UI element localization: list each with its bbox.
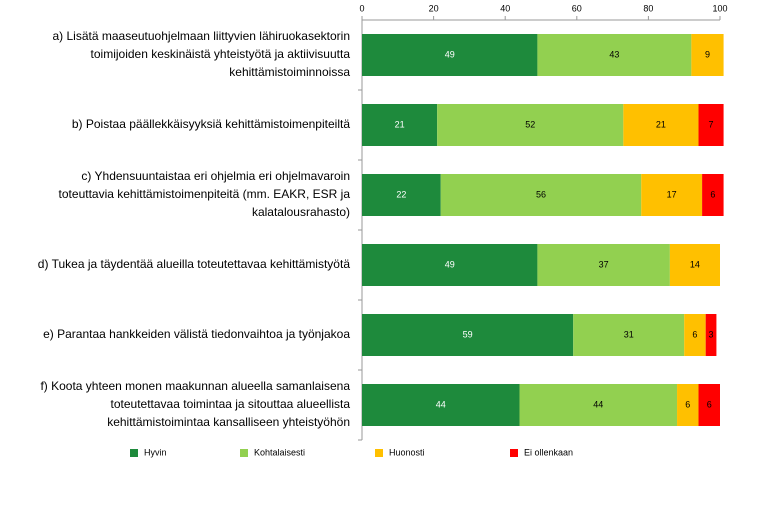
legend-swatch [375, 449, 383, 457]
legend-label: Huonosti [389, 447, 425, 457]
legend-label: Ei ollenkaan [524, 447, 573, 457]
category-label: toteutettavaa toimintaa ja sitouttaa alu… [111, 397, 351, 411]
data-label: 6 [685, 399, 690, 409]
data-label: 43 [609, 49, 619, 59]
data-label: 37 [599, 259, 609, 269]
legend-label: Kohtalaisesti [254, 447, 305, 457]
bar-segment [677, 384, 699, 426]
x-tick-label: 40 [500, 3, 510, 13]
category-label: d) Tukea ja täydentää alueilla toteutett… [38, 257, 351, 271]
x-tick-label: 100 [712, 3, 727, 13]
bar-segment [440, 174, 642, 216]
category-label: kalatalousrahasto) [252, 205, 350, 219]
bar-segment [641, 174, 703, 216]
category-label: kehittämistoiminnoissa [229, 65, 350, 79]
category-label: f) Koota yhteen monen maakunnan alueella… [40, 379, 350, 393]
data-label: 21 [395, 119, 405, 129]
category-label: a) Lisätä maaseutuohjelmaan liittyvien l… [53, 29, 351, 43]
bar-segment [437, 104, 624, 146]
data-label: 52 [525, 119, 535, 129]
category-label: kehittämistoimintaa kansalliseen yhteist… [107, 415, 350, 429]
bar-segment [362, 244, 538, 286]
data-label: 6 [707, 399, 712, 409]
bar-segment [362, 174, 441, 216]
data-label: 59 [463, 329, 473, 339]
data-label: 6 [692, 329, 697, 339]
data-label: 31 [624, 329, 634, 339]
x-tick-label: 0 [359, 3, 364, 13]
bar-segment [705, 314, 717, 356]
category-label: c) Yhdensuuntaistaa eri ohjelmia eri ohj… [81, 169, 350, 183]
bar-segment [684, 314, 706, 356]
data-label: 49 [445, 49, 455, 59]
legend-swatch [240, 449, 248, 457]
data-label: 44 [593, 399, 603, 409]
data-label: 21 [656, 119, 666, 129]
category-label: toimijoiden keskinäistä yhteistyötä ja a… [91, 47, 351, 61]
data-label: 14 [690, 259, 700, 269]
bar-segment [362, 314, 574, 356]
data-label: 17 [667, 189, 677, 199]
category-label: b) Poistaa päällekkäisyyksiä kehittämist… [72, 117, 350, 131]
data-label: 7 [709, 119, 714, 129]
data-label: 3 [709, 329, 714, 339]
x-tick-label: 60 [572, 3, 582, 13]
category-label: toteuttavia kehittämistoimenpiteitä (mm.… [59, 187, 351, 201]
data-label: 9 [705, 49, 710, 59]
bar-segment [537, 34, 692, 76]
data-label: 22 [396, 189, 406, 199]
x-tick-label: 80 [643, 3, 653, 13]
legend-swatch [510, 449, 518, 457]
bar-segment [537, 244, 670, 286]
legend-swatch [130, 449, 138, 457]
data-label: 56 [536, 189, 546, 199]
bar-segment [362, 384, 520, 426]
data-label: 6 [710, 189, 715, 199]
bar-segment [698, 104, 724, 146]
data-label: 44 [436, 399, 446, 409]
category-label: e) Parantaa hankkeiden välistä tiedonvai… [43, 327, 350, 341]
bar-segment [698, 384, 720, 426]
bar-segment [691, 34, 724, 76]
x-tick-label: 20 [429, 3, 439, 13]
bar-segment [623, 104, 699, 146]
bar-segment [519, 384, 678, 426]
bar-segment [362, 104, 438, 146]
bar-segment [573, 314, 685, 356]
bar-segment [362, 34, 538, 76]
data-label: 49 [445, 259, 455, 269]
bar-segment [669, 244, 720, 286]
legend-label: Hyvin [144, 447, 167, 457]
bar-segment [702, 174, 724, 216]
